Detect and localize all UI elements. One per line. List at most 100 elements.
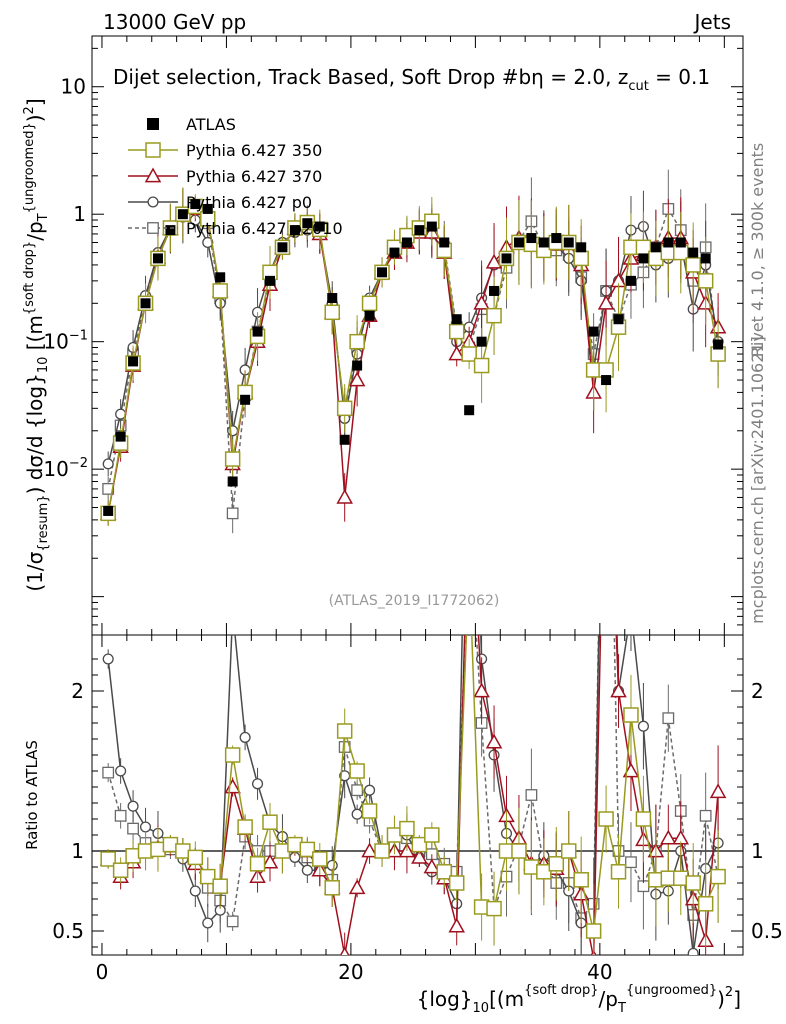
x-tick-label: 40 — [587, 960, 612, 984]
ylabel-part-4: [(m — [23, 315, 47, 356]
ratio-point-p350 — [462, 556, 476, 570]
point-p370 — [336, 488, 353, 504]
ratio-series — [99, 556, 727, 955]
ratio-point-p350 — [200, 868, 216, 885]
point-p370 — [485, 253, 503, 269]
rivet-version-label: Rivet 4.1.0, ≥ 300k events — [748, 143, 767, 357]
ratio-point-p0 — [115, 765, 127, 777]
ratio-point-p370 — [423, 858, 441, 874]
main-y-axis-label: (1/σ{resum}) dσ/d {log}10 [(m{soft drop}… — [22, 98, 51, 591]
ratio-axis-ticks — [92, 635, 743, 955]
ratio-point-p350 — [336, 723, 353, 739]
point-atlas — [302, 218, 313, 229]
legend-label-p2010: Pythia 6.427 p2010 — [186, 219, 343, 238]
ratio-point-p0 — [364, 784, 376, 796]
point-atlas — [227, 476, 238, 487]
point-p350 — [361, 295, 378, 312]
ratio-y-tick-label-left: 0.5 — [52, 919, 84, 943]
watermark: (ATLAS_2019_I1772062) — [329, 593, 500, 609]
ratio-point-p350 — [100, 851, 116, 867]
point-atlas — [650, 242, 661, 253]
ratio-point-p350 — [262, 814, 278, 830]
xlabel-part-0: {log} — [417, 987, 473, 1011]
main-y-tick-base: 10 — [43, 330, 68, 354]
ratio-point-p350 — [436, 864, 453, 880]
point-p350 — [336, 400, 353, 417]
x-tick-label: 0 — [96, 960, 109, 984]
header-right: Jets — [693, 10, 731, 34]
ratio-y-axis-label: Ratio to ATLAS — [23, 740, 41, 850]
x-axis-label: {log}10[(m{soft drop}/pT{ungroomed})2] — [417, 983, 741, 1016]
point-atlas — [713, 339, 724, 350]
ratio-point-p2010 — [114, 809, 127, 822]
point-p370 — [448, 345, 465, 361]
ratio-point-p370 — [610, 682, 627, 698]
point-atlas — [476, 336, 487, 347]
ratio-series-p370 — [99, 635, 727, 955]
ratio-point-p350 — [448, 875, 465, 891]
legend-item-p350: Pythia 6.427 350 — [128, 141, 322, 160]
main-y-tick-exponent: −1 — [69, 329, 88, 344]
ylabel-part-7: T — [36, 213, 51, 222]
ylabel-part-11: ] — [23, 98, 47, 106]
point-p350 — [473, 357, 490, 374]
ratio-point-p0 — [139, 821, 152, 833]
ratio-y-tick-label-right: 1 — [751, 839, 764, 863]
point-atlas — [115, 431, 126, 442]
point-p350 — [324, 304, 340, 321]
legend-marker-p0 — [147, 196, 159, 208]
xlabel-part-2: [(m — [489, 987, 524, 1011]
ratio-point-p370 — [339, 946, 350, 955]
point-atlas — [625, 275, 636, 286]
ratio-point-p370 — [485, 733, 503, 749]
main-y-tick-label: 10 — [61, 75, 86, 99]
ratio-point-p370 — [622, 762, 640, 778]
xlabel-part-7: ) — [717, 987, 725, 1011]
point-p350 — [697, 273, 714, 289]
ratio-point-p350 — [374, 843, 390, 859]
point-atlas — [377, 267, 388, 278]
ratio-point-p350 — [299, 841, 316, 858]
point-atlas — [165, 225, 176, 236]
header-left: 13000 GeV pp — [103, 10, 246, 34]
legend-label-atlas: ATLAS — [186, 115, 236, 134]
main-axis-ticks — [92, 36, 743, 636]
point-atlas — [215, 272, 226, 283]
xlabel-part-8: 2 — [725, 985, 733, 1000]
ratio-point-p350 — [212, 878, 228, 894]
legend-item-atlas: ATLAS — [147, 115, 236, 134]
legend-item-p370: Pythia 6.427 370 — [128, 167, 322, 186]
ratio-point-p2010 — [102, 766, 115, 779]
ratio-point-p0 — [637, 720, 649, 732]
point-atlas — [451, 314, 462, 325]
point-atlas — [613, 314, 624, 325]
ratio-series-p0 — [102, 635, 724, 955]
point-atlas — [364, 310, 375, 321]
ratio-point-p370 — [361, 842, 378, 858]
ratio-point-p350 — [112, 862, 129, 878]
point-atlas — [513, 237, 524, 248]
point-atlas — [675, 237, 686, 248]
main-title-sub: cut — [628, 79, 648, 94]
x-tick-label: 20 — [338, 960, 363, 984]
legend-item-p0: Pythia 6.427 p0 — [128, 193, 312, 212]
point-p350 — [349, 333, 365, 350]
point-p0 — [202, 236, 214, 249]
ratio-point-p370 — [473, 682, 490, 698]
point-atlas — [277, 242, 288, 253]
ratio-point-p2010 — [127, 822, 139, 835]
ratio-point-p350 — [249, 856, 266, 872]
point-atlas — [663, 237, 674, 248]
ratio-point-p370 — [411, 848, 428, 864]
ratio-series-group — [99, 556, 727, 955]
point-atlas — [688, 247, 699, 258]
ratio-point-p350 — [511, 843, 527, 859]
ratio-point-p0 — [189, 885, 201, 897]
ratio-point-p0 — [102, 653, 114, 665]
ylabel-part-6: /p — [23, 221, 47, 240]
point-atlas — [588, 326, 599, 337]
ratio-y-tick-label-left: 1 — [71, 839, 84, 863]
ratio-point-p0 — [239, 731, 251, 743]
